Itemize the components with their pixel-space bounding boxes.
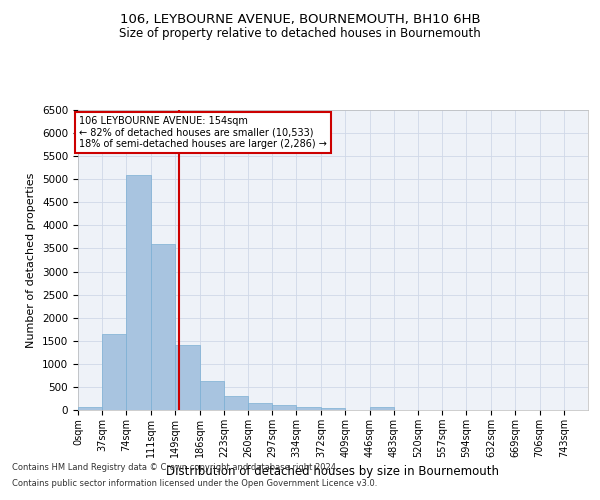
Text: Size of property relative to detached houses in Bournemouth: Size of property relative to detached ho… — [119, 28, 481, 40]
Bar — [200, 382, 224, 410]
Bar — [127, 174, 151, 410]
Bar — [175, 346, 200, 410]
Text: Contains public sector information licensed under the Open Government Licence v3: Contains public sector information licen… — [12, 478, 377, 488]
Bar — [370, 407, 394, 410]
Bar — [321, 408, 346, 410]
Bar — [78, 406, 102, 410]
Bar — [102, 334, 127, 410]
Bar — [224, 396, 248, 410]
X-axis label: Distribution of detached houses by size in Bournemouth: Distribution of detached houses by size … — [167, 466, 499, 478]
Bar — [248, 403, 272, 410]
Bar — [272, 406, 296, 410]
Bar — [151, 244, 175, 410]
Text: 106 LEYBOURNE AVENUE: 154sqm
← 82% of detached houses are smaller (10,533)
18% o: 106 LEYBOURNE AVENUE: 154sqm ← 82% of de… — [79, 116, 327, 148]
Bar — [296, 407, 321, 410]
Y-axis label: Number of detached properties: Number of detached properties — [26, 172, 37, 348]
Text: Contains HM Land Registry data © Crown copyright and database right 2024.: Contains HM Land Registry data © Crown c… — [12, 464, 338, 472]
Text: 106, LEYBOURNE AVENUE, BOURNEMOUTH, BH10 6HB: 106, LEYBOURNE AVENUE, BOURNEMOUTH, BH10… — [119, 12, 481, 26]
